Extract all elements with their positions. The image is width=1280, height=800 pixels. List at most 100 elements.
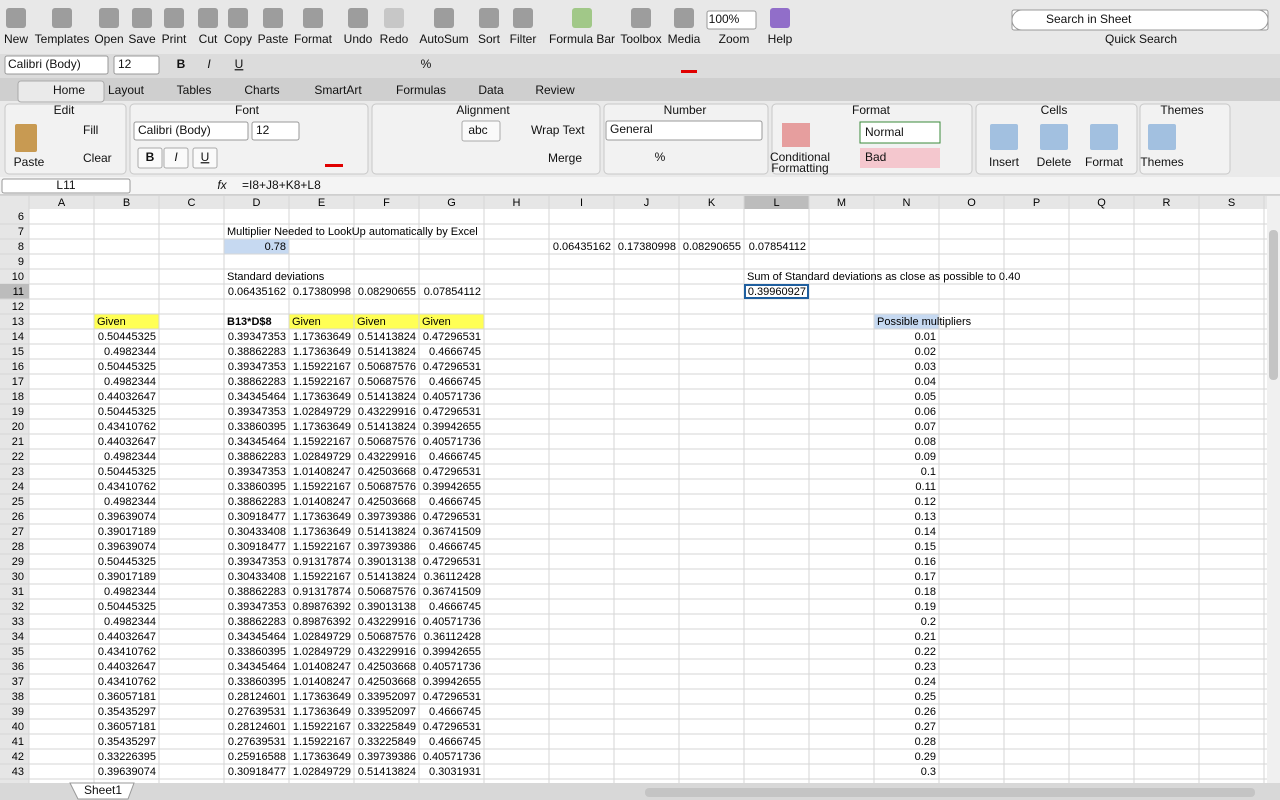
cell-text[interactable]: 0.89876392 xyxy=(293,616,351,628)
column-header[interactable]: K xyxy=(708,197,716,209)
cell-text[interactable]: 0.47296531 xyxy=(423,361,481,373)
cell-text[interactable]: 0.33860395 xyxy=(228,676,286,688)
cell-text[interactable]: 0.50445325 xyxy=(98,466,156,478)
row-header[interactable]: 12 xyxy=(12,301,24,313)
toolbar-icon[interactable] xyxy=(770,8,790,28)
toolbar-button[interactable]: Media xyxy=(668,32,701,46)
row-header[interactable]: 34 xyxy=(12,631,24,643)
cell-text[interactable]: 0.44032647 xyxy=(98,391,156,403)
column-header[interactable]: F xyxy=(383,197,390,209)
cell-text[interactable]: 0.39347353 xyxy=(228,406,286,418)
cell-text[interactable]: 0.4982344 xyxy=(104,451,156,463)
cell-text[interactable]: 0.50445325 xyxy=(98,406,156,418)
cell-text[interactable]: 0.01 xyxy=(915,331,936,343)
toolbar-button[interactable]: New xyxy=(4,32,28,46)
row-header[interactable]: 35 xyxy=(12,646,24,658)
cell-text[interactable]: Given xyxy=(357,316,386,328)
row-header[interactable]: 19 xyxy=(12,406,24,418)
toolbar-icon[interactable] xyxy=(263,8,283,28)
format-button[interactable]: U xyxy=(235,57,244,71)
cell-text[interactable]: 0.39017189 xyxy=(98,571,156,583)
cell-text[interactable]: 0.27639531 xyxy=(228,706,286,718)
row-header[interactable]: 20 xyxy=(12,421,24,433)
row-header[interactable]: 10 xyxy=(12,271,24,283)
underline-button[interactable]: U xyxy=(201,150,210,164)
toolbar-button[interactable]: Sort xyxy=(478,32,501,46)
percent-button[interactable]: % xyxy=(421,57,432,71)
column-header[interactable]: O xyxy=(967,197,976,209)
cell-text[interactable]: 0.04 xyxy=(915,376,936,388)
cell-text[interactable]: 0.50687576 xyxy=(358,361,416,373)
cell-text[interactable]: 0.02 xyxy=(915,346,936,358)
cell-text[interactable]: 0.43410762 xyxy=(98,646,156,658)
cell-text[interactable]: 0.40571736 xyxy=(423,436,481,448)
style-button[interactable] xyxy=(163,147,189,169)
ribbon-tab[interactable]: Data xyxy=(478,83,504,97)
cell-text[interactable]: 0.33860395 xyxy=(228,421,286,433)
cell-text[interactable]: 0.43410762 xyxy=(98,421,156,433)
cell-text[interactable]: 0.44032647 xyxy=(98,631,156,643)
format-button[interactable]: B xyxy=(177,57,186,71)
row-header[interactable]: 29 xyxy=(12,556,24,568)
bold-button[interactable]: B xyxy=(146,150,155,164)
cell-text[interactable]: 0.19 xyxy=(915,601,936,613)
active-tab[interactable] xyxy=(17,80,105,103)
cell-text[interactable]: 0.38862283 xyxy=(228,346,286,358)
percent-style[interactable]: % xyxy=(655,150,666,164)
toolbar-button[interactable]: Paste xyxy=(258,32,289,46)
cell-text[interactable]: 0.50445325 xyxy=(98,361,156,373)
cell-text[interactable]: 0.38862283 xyxy=(228,496,286,508)
row-header[interactable]: 30 xyxy=(12,571,24,583)
cell-text[interactable]: 1.17363649 xyxy=(293,331,351,343)
ribbon-tab[interactable]: Layout xyxy=(108,83,145,97)
row-header[interactable]: 8 xyxy=(18,241,24,253)
cell-text[interactable]: 0.34345464 xyxy=(228,631,286,643)
row-header[interactable]: 18 xyxy=(12,391,24,403)
cell-text[interactable]: 0.91317874 xyxy=(293,586,351,598)
cell-text[interactable]: 1.17363649 xyxy=(293,391,351,403)
cell-text[interactable]: 0.4666745 xyxy=(429,451,481,463)
cell-text[interactable]: 0.35435297 xyxy=(98,706,156,718)
cell-text[interactable]: 0.47296531 xyxy=(423,556,481,568)
cell-text[interactable]: 0.30433408 xyxy=(228,571,286,583)
cell-text[interactable]: 0.40571736 xyxy=(423,661,481,673)
cell-text[interactable]: 0.43229916 xyxy=(358,406,416,418)
cell-text[interactable]: 0.47296531 xyxy=(423,406,481,418)
cell-text[interactable]: 0.06 xyxy=(915,406,936,418)
h-scrollbar-thumb[interactable] xyxy=(645,788,1255,797)
cell-text[interactable]: 0.38862283 xyxy=(228,586,286,598)
row-header[interactable]: 22 xyxy=(12,451,24,463)
format-icon[interactable] xyxy=(1090,124,1118,150)
cell-text[interactable]: 0.30918477 xyxy=(228,766,286,778)
toolbar-icon[interactable] xyxy=(674,8,694,28)
cell-text[interactable]: 1.15922167 xyxy=(293,361,351,373)
cell-text[interactable]: 0.12 xyxy=(915,496,936,508)
cell-text[interactable]: 0.29 xyxy=(915,751,936,763)
cell-text[interactable]: Given xyxy=(422,316,451,328)
cell-text[interactable]: 0.39347353 xyxy=(228,601,286,613)
toolbar-icon[interactable] xyxy=(384,8,404,28)
cell-text[interactable]: 1.17363649 xyxy=(293,691,351,703)
row-header[interactable]: 21 xyxy=(12,436,24,448)
cell-text[interactable]: 0.51413824 xyxy=(358,346,416,358)
cell-text[interactable]: 0.17 xyxy=(915,571,936,583)
cell-text[interactable]: 0.51413824 xyxy=(358,526,416,538)
cell-text[interactable]: 0.39942655 xyxy=(423,646,481,658)
cell-text[interactable]: 0.50445325 xyxy=(98,601,156,613)
cell-text[interactable]: 0.27 xyxy=(915,721,936,733)
cell-text[interactable]: 0.89876392 xyxy=(293,601,351,613)
cell-text[interactable]: 0.44032647 xyxy=(98,436,156,448)
ribbon-tab[interactable]: Review xyxy=(535,83,575,97)
cell-text[interactable]: 0.30918477 xyxy=(228,541,286,553)
cell-text[interactable]: 0.47296531 xyxy=(423,511,481,523)
cell-text[interactable]: 0.24 xyxy=(915,676,936,688)
ribbon-tab[interactable]: SmartArt xyxy=(314,83,362,97)
cell-text[interactable]: 1.15922167 xyxy=(293,376,351,388)
paste-icon[interactable] xyxy=(15,124,37,152)
ribbon-tab[interactable]: Charts xyxy=(244,83,279,97)
cell-text[interactable]: 0.14 xyxy=(915,526,936,538)
cell-text[interactable]: 1.15922167 xyxy=(293,481,351,493)
cell-text[interactable]: 1.02849729 xyxy=(293,406,351,418)
cell-text[interactable]: 0.39347353 xyxy=(228,331,286,343)
cell-text[interactable]: 0.51413824 xyxy=(358,331,416,343)
